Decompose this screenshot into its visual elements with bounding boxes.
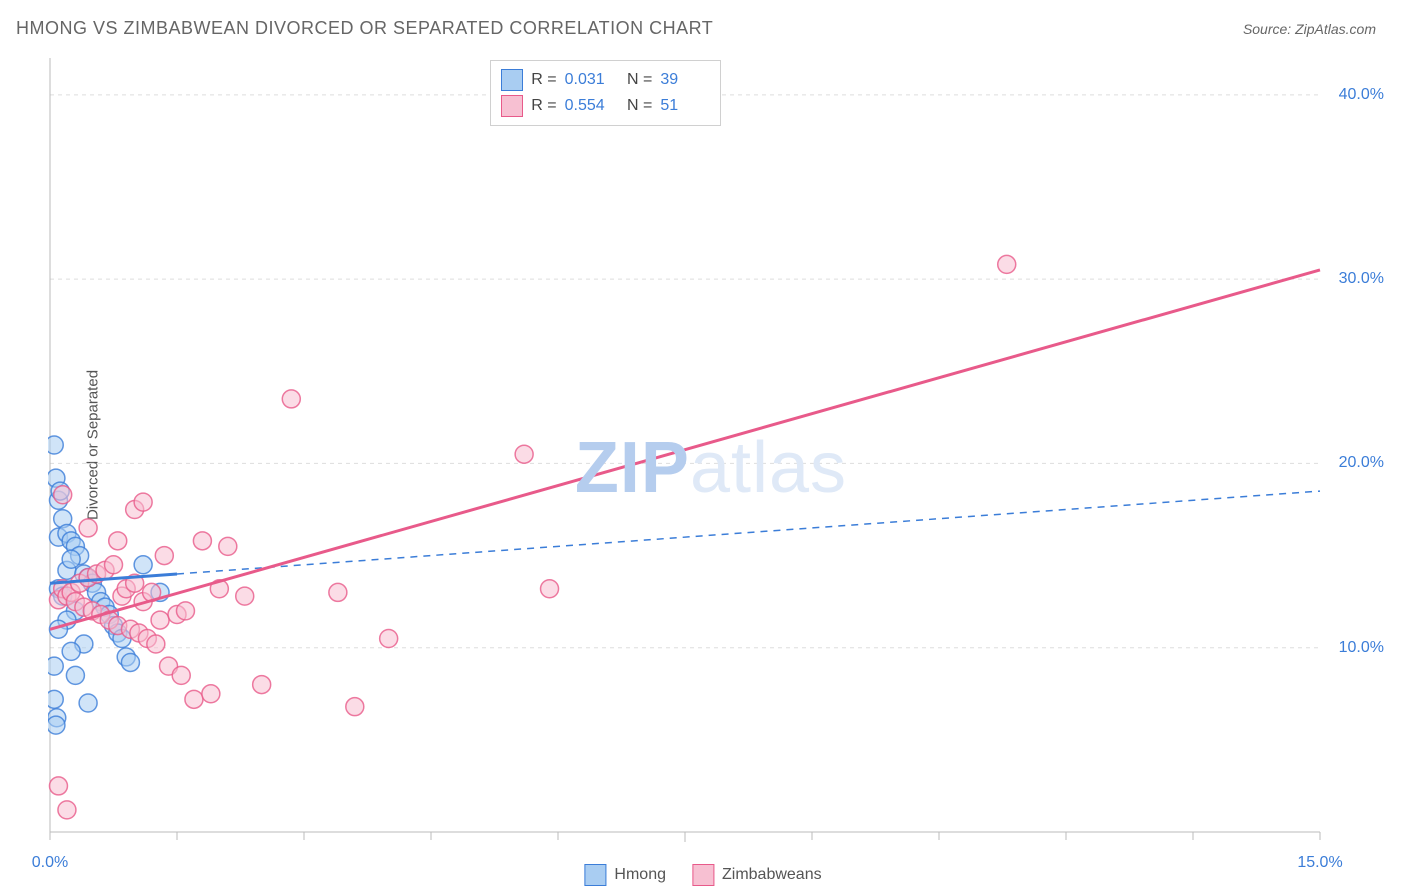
y-tick-label: 20.0% [1339, 454, 1384, 472]
y-tick-label: 30.0% [1339, 270, 1384, 288]
chart-svg [48, 48, 1390, 842]
stat-r-label: R = [531, 71, 556, 89]
x-tick-label: 15.0% [1297, 854, 1342, 872]
stat-n-label: N = [623, 97, 653, 115]
y-tick-label: 40.0% [1339, 86, 1384, 104]
legend-item: Hmong [584, 864, 666, 886]
stats-legend-box: R = 0.031 N = 39 R = 0.554 N = 51 [490, 60, 721, 126]
y-tick-label: 10.0% [1339, 639, 1384, 657]
legend-swatch [584, 864, 606, 886]
stat-r-value: 0.554 [565, 97, 615, 115]
stat-r-value: 0.031 [565, 71, 615, 89]
legend-swatch [501, 95, 523, 117]
stats-row: R = 0.554 N = 51 [501, 93, 710, 119]
legend-label: Hmong [614, 866, 666, 884]
legend-swatch [692, 864, 714, 886]
x-tick-label: 0.0% [32, 854, 68, 872]
stat-n-label: N = [623, 71, 653, 89]
stats-row: R = 0.031 N = 39 [501, 67, 710, 93]
plot-area: Divorced or Separated ZIPatlas R =0.031 … [48, 48, 1390, 842]
stat-n-value: 51 [660, 97, 710, 115]
legend-swatch [501, 69, 523, 91]
stat-n-value: 39 [660, 71, 710, 89]
chart-title: HMONG VS ZIMBABWEAN DIVORCED OR SEPARATE… [16, 18, 713, 39]
bottom-legend: Hmong Zimbabweans [584, 864, 821, 886]
chart-source: Source: ZipAtlas.com [1243, 21, 1376, 37]
legend-item: Zimbabweans [692, 864, 822, 886]
chart-header: HMONG VS ZIMBABWEAN DIVORCED OR SEPARATE… [0, 0, 1406, 47]
stat-r-label: R = [531, 97, 556, 115]
legend-label: Zimbabweans [722, 866, 822, 884]
